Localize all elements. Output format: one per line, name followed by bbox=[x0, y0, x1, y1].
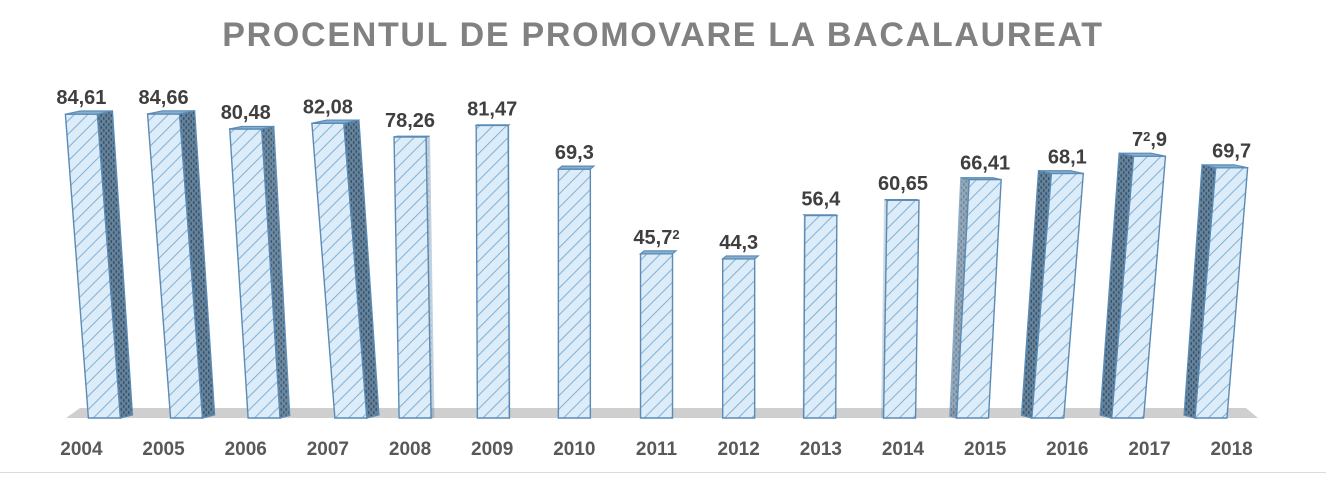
svg-text:82,08: 82,08 bbox=[303, 96, 353, 118]
svg-text:2005: 2005 bbox=[142, 439, 185, 460]
svg-text:68,1: 68,1 bbox=[1048, 146, 1087, 168]
svg-text:2006: 2006 bbox=[225, 439, 267, 460]
svg-text:80,48: 80,48 bbox=[221, 102, 271, 124]
svg-text:2018: 2018 bbox=[1210, 439, 1252, 460]
svg-text:84,66: 84,66 bbox=[139, 87, 189, 109]
svg-text:60,65: 60,65 bbox=[878, 173, 928, 195]
svg-text:2015: 2015 bbox=[964, 439, 1007, 460]
svg-text:78,26: 78,26 bbox=[385, 110, 435, 132]
svg-text:2004: 2004 bbox=[60, 439, 103, 460]
svg-text:2009: 2009 bbox=[471, 439, 513, 460]
svg-text:2014: 2014 bbox=[882, 439, 925, 460]
svg-text:81,47: 81,47 bbox=[467, 98, 517, 120]
svg-text:72,9: 72,9 bbox=[1132, 129, 1167, 151]
svg-text:2008: 2008 bbox=[389, 439, 431, 460]
svg-text:69,7: 69,7 bbox=[1212, 141, 1251, 163]
svg-text:2011: 2011 bbox=[636, 439, 678, 460]
svg-text:69,3: 69,3 bbox=[555, 142, 594, 164]
svg-text:66,41: 66,41 bbox=[960, 153, 1010, 175]
svg-text:2016: 2016 bbox=[1046, 439, 1088, 460]
svg-text:2017: 2017 bbox=[1128, 439, 1170, 460]
svg-text:56,4: 56,4 bbox=[801, 188, 841, 210]
svg-text:45,72: 45,72 bbox=[633, 227, 679, 249]
svg-text:2013: 2013 bbox=[800, 439, 842, 460]
svg-text:44,3: 44,3 bbox=[719, 232, 758, 254]
svg-text:2007: 2007 bbox=[307, 439, 349, 460]
svg-text:84,61: 84,61 bbox=[56, 87, 106, 109]
svg-text:2010: 2010 bbox=[553, 439, 595, 460]
svg-text:2012: 2012 bbox=[718, 439, 760, 460]
